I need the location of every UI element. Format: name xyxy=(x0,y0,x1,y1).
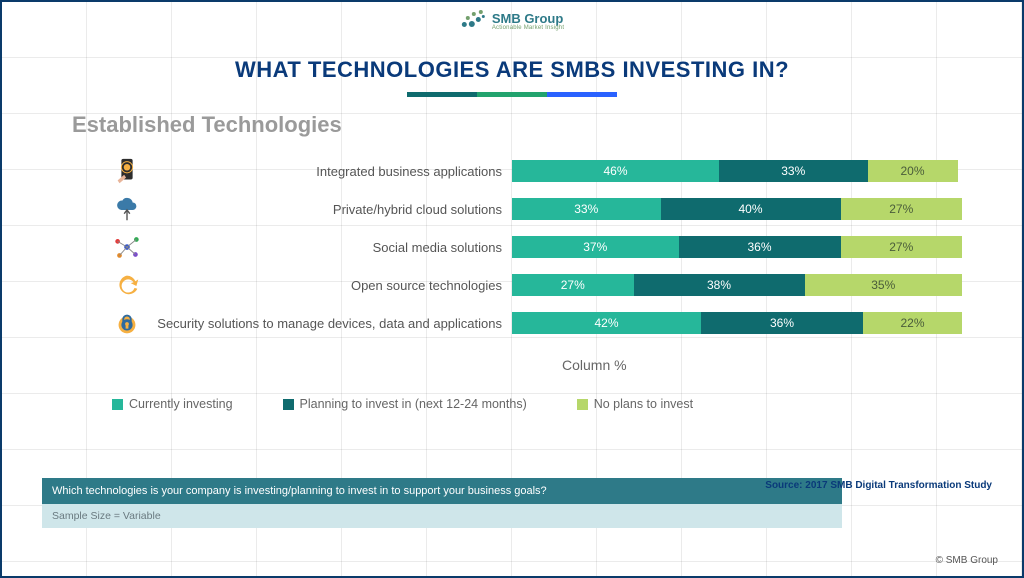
legend-label: No plans to invest xyxy=(594,397,693,411)
bar-segment: 36% xyxy=(701,312,863,334)
underline-seg xyxy=(547,92,617,97)
stacked-bar: 37%36%27% xyxy=(512,236,962,258)
legend-item: Currently investing xyxy=(112,397,233,411)
sample-size: Sample Size = Variable xyxy=(42,504,842,528)
legend-label: Planning to invest in (next 12-24 months… xyxy=(300,397,527,411)
copyright: © SMB Group xyxy=(936,555,998,566)
section-heading: Established Technologies xyxy=(72,112,342,138)
bar-segment: 42% xyxy=(512,312,701,334)
legend-swatch-icon xyxy=(283,399,294,410)
logo-tagline: Actionable Market Insight xyxy=(492,25,564,31)
title-underline xyxy=(407,92,617,97)
chart-row: Integrated business applications46%33%20… xyxy=(102,152,962,190)
bar-segment: 46% xyxy=(512,160,719,182)
bar-segment: 38% xyxy=(634,274,805,296)
source-citation: Source: 2017 SMB Digital Transformation … xyxy=(765,480,992,491)
bar-segment: 27% xyxy=(512,274,634,296)
row-label: Open source technologies xyxy=(142,278,512,293)
logo: SMB Group Actionable Market Insight xyxy=(460,8,564,34)
lock-icon xyxy=(102,308,142,338)
question-text: Which technologies is your company is in… xyxy=(42,478,842,504)
network-icon xyxy=(102,232,142,262)
logo-mark-icon xyxy=(460,8,486,34)
cloud-up-icon xyxy=(102,194,142,224)
refresh-icon xyxy=(102,270,142,300)
chart-row: Social media solutions37%36%27% xyxy=(102,228,962,266)
slide-title: WHAT TECHNOLOGIES ARE SMBS INVESTING IN? xyxy=(2,57,1022,83)
bar-segment: 27% xyxy=(841,198,963,220)
stacked-bar: 27%38%35% xyxy=(512,274,962,296)
bar-segment: 20% xyxy=(868,160,958,182)
stacked-bar: 42%36%22% xyxy=(512,312,962,334)
slide-frame: SMB Group Actionable Market Insight WHAT… xyxy=(0,0,1024,578)
legend-swatch-icon xyxy=(577,399,588,410)
legend-item: Planning to invest in (next 12-24 months… xyxy=(283,397,527,411)
bar-segment: 27% xyxy=(841,236,963,258)
bar-segment: 37% xyxy=(512,236,679,258)
stacked-bar: 33%40%27% xyxy=(512,198,962,220)
row-label: Social media solutions xyxy=(142,240,512,255)
legend-item: No plans to invest xyxy=(577,397,693,411)
bar-segment: 35% xyxy=(805,274,963,296)
legend-label: Currently investing xyxy=(129,397,233,411)
underline-seg xyxy=(477,92,547,97)
logo-text-block: SMB Group Actionable Market Insight xyxy=(492,12,564,31)
chart-row: Open source technologies27%38%35% xyxy=(102,266,962,304)
stacked-bar-chart: Integrated business applications46%33%20… xyxy=(102,152,962,342)
bar-segment: 36% xyxy=(679,236,841,258)
bar-segment: 40% xyxy=(661,198,841,220)
bar-segment: 22% xyxy=(863,312,962,334)
logo-brand: SMB Group xyxy=(492,12,564,25)
legend: Currently investing Planning to invest in… xyxy=(112,397,693,411)
chart-row: Security solutions to manage devices, da… xyxy=(102,304,962,342)
row-label: Security solutions to manage devices, da… xyxy=(142,316,512,331)
legend-swatch-icon xyxy=(112,399,123,410)
row-label: Integrated business applications xyxy=(142,164,512,179)
bar-segment: 33% xyxy=(512,198,661,220)
row-label: Private/hybrid cloud solutions xyxy=(142,202,512,217)
bar-segment: 33% xyxy=(719,160,868,182)
stacked-bar: 46%33%20% xyxy=(512,160,962,182)
underline-seg xyxy=(407,92,477,97)
question-box: Which technologies is your company is in… xyxy=(42,478,842,528)
axis-label: Column % xyxy=(562,357,627,373)
phone-tap-icon xyxy=(102,156,142,186)
chart-row: Private/hybrid cloud solutions33%40%27% xyxy=(102,190,962,228)
